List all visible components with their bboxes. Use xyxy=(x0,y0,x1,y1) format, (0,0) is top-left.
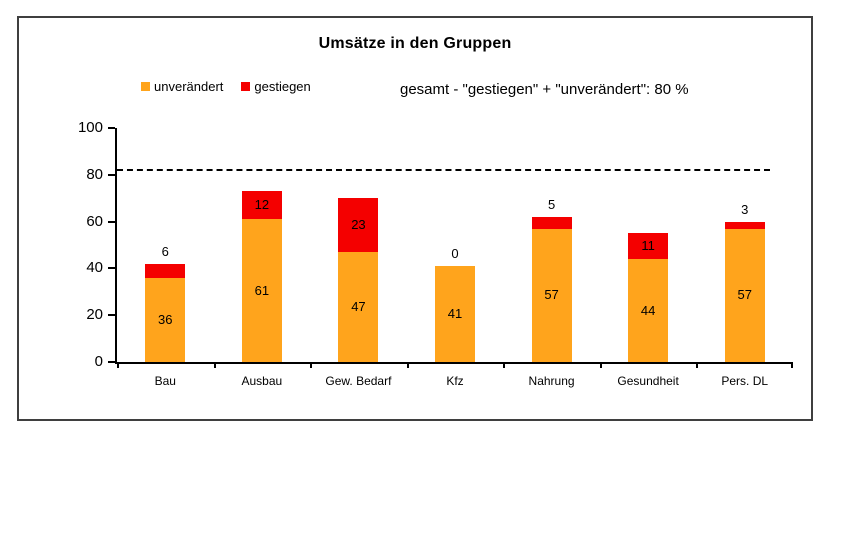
reference-line xyxy=(117,169,770,172)
bar-value-label-gestiegen: 6 xyxy=(161,243,169,259)
legend: unverändert gestiegen xyxy=(141,79,311,94)
y-axis-tick-label: 40 xyxy=(86,259,103,277)
x-axis-tick-mark xyxy=(696,362,699,368)
bar-column: 44 11 Gesundheit xyxy=(600,128,697,388)
plot-area: 0 20 40 60 80 100 36 6 Bau 61 12 Ausbau 47 23 Gew. Bed… xyxy=(78,119,793,388)
y-axis-tick-label: 60 xyxy=(86,212,103,230)
bar-value-label-unveraendert: 36 xyxy=(158,311,173,327)
x-axis-tick-mark xyxy=(117,362,119,368)
bar-segment-unveraendert xyxy=(338,252,379,362)
bar-segment-gestiegen xyxy=(145,263,186,278)
y-axis-tick-label: 100 xyxy=(77,119,103,136)
bar-segment-unveraendert xyxy=(628,259,669,362)
bar-segment-unveraendert xyxy=(145,277,186,362)
bar-value-label-unveraendert: 57 xyxy=(544,287,559,303)
bar-column: 41 0 Kfz xyxy=(407,128,504,388)
x-axis-tick-mark xyxy=(310,362,313,368)
bar-segment-gestiegen xyxy=(338,198,379,253)
bar-value-label-unveraendert: 47 xyxy=(351,299,366,315)
bar-value-label-unveraendert: 44 xyxy=(640,302,656,318)
y-axis-tick-label: 0 xyxy=(94,353,103,370)
y-axis-tick-label: 20 xyxy=(86,306,103,324)
bar-segment-gestiegen xyxy=(724,221,765,229)
y-axis-tick-mark xyxy=(108,361,115,363)
bar-value-label-gestiegen: 11 xyxy=(641,238,655,254)
bar-column: 47 23 Gew. Bedarf xyxy=(310,128,407,388)
bar-value-label-gestiegen: 0 xyxy=(451,246,459,262)
x-axis-tick-mark xyxy=(791,362,793,368)
x-axis-label: Bau xyxy=(154,374,176,388)
chart-title: Umsätze in den Gruppen xyxy=(318,35,512,52)
bar-segment-unveraendert xyxy=(724,228,765,362)
bar-column: 57 5 Nahrung xyxy=(503,128,600,388)
bar-value-label-unveraendert: 57 xyxy=(737,287,752,303)
legend-swatch-gestiegen-icon xyxy=(241,82,251,91)
bar-value-label-unveraendert: 41 xyxy=(447,306,463,322)
x-axis-tick-mark xyxy=(213,362,216,368)
bar-segment-gestiegen xyxy=(241,191,282,220)
bar-column: 61 12 Ausbau xyxy=(214,128,311,388)
bar-value-label-gestiegen: 3 xyxy=(741,201,749,217)
bar-column: 36 6 Bau xyxy=(117,128,214,388)
legend-swatch-unveraendert-icon xyxy=(141,82,150,91)
bar-segment-unveraendert xyxy=(434,266,475,362)
y-axis-tick-mark xyxy=(108,220,115,223)
annotation-note: gesamt - "gestiegen" + "unverändert": 80… xyxy=(400,81,689,98)
legend-label-gestiegen: gestiegen xyxy=(254,79,311,94)
legend-label-unveraendert: unverändert xyxy=(154,79,224,94)
bar-segment-unveraendert xyxy=(241,219,282,362)
y-axis-tick-mark xyxy=(108,314,115,317)
bar-segment-gestiegen xyxy=(628,233,669,260)
x-axis-tick-mark xyxy=(406,362,409,368)
chart-frame: Umsätze in den Gruppen unverändert gesti… xyxy=(17,16,813,421)
x-axis-tick-mark xyxy=(503,362,506,368)
legend-item-gestiegen: gestiegen xyxy=(241,79,311,94)
bar-segment-unveraendert xyxy=(531,228,572,362)
legend-item-unveraendert: unverändert xyxy=(141,79,223,94)
x-axis-tick-mark xyxy=(599,362,602,368)
bar-column: 57 3 Pers. DL xyxy=(696,128,793,388)
y-axis-tick-mark xyxy=(108,267,115,270)
x-axis-label: Pers. DL xyxy=(721,374,769,388)
x-axis-label: Gesundheit xyxy=(617,374,679,388)
x-axis-label: Gew. Bedarf xyxy=(325,374,392,388)
x-axis-label: Kfz xyxy=(446,374,464,388)
x-axis-label: Ausbau xyxy=(241,374,283,388)
y-axis-tick-label: 80 xyxy=(86,165,103,183)
bar-value-label-gestiegen: 5 xyxy=(547,196,556,212)
bar-value-label-gestiegen: 12 xyxy=(254,197,270,213)
bar-segment-gestiegen xyxy=(531,216,572,229)
x-axis-label: Nahrung xyxy=(528,374,575,388)
y-axis-tick-mark xyxy=(108,127,115,129)
bar-value-label-gestiegen: 23 xyxy=(351,217,366,233)
bar-value-label-unveraendert: 61 xyxy=(254,282,270,298)
y-axis-tick-mark xyxy=(108,173,115,176)
